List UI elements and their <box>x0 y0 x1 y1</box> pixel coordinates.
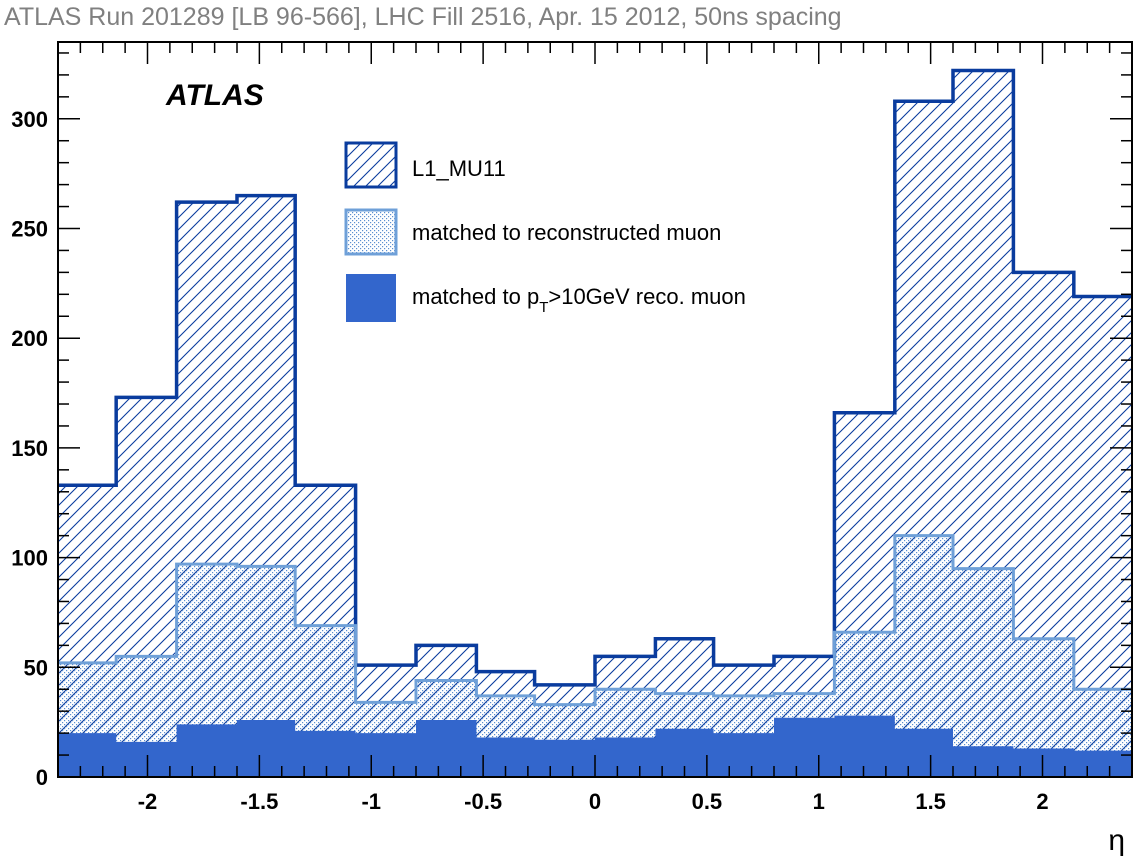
series-2-bin-14 <box>895 729 953 777</box>
series-0 <box>58 68 1132 777</box>
plot-frame <box>57 41 1133 778</box>
x-tick-label: -1.5 <box>240 789 278 814</box>
series-1-bin-15 <box>953 569 1013 777</box>
x-tick-label: -1 <box>361 789 381 814</box>
legend-label-pt-sub: T <box>539 299 548 316</box>
series-2-bin-9 <box>595 738 655 777</box>
series-2-bin-15 <box>953 746 1013 777</box>
legend-swatch-l1-mu11 <box>344 141 398 189</box>
series-2-bin-11 <box>714 733 774 777</box>
legend-label-pt-main: matched to p <box>412 284 539 309</box>
y-tick-label: 200 <box>11 326 48 351</box>
ticks-layer <box>57 42 1133 778</box>
legend-label-matched-pt: matched to pT>10GeV reco. muon <box>412 284 746 316</box>
series-1-outline <box>58 534 1132 707</box>
y-tick-label: 100 <box>11 546 48 571</box>
legend-label-l1-mu11: L1_MU11 <box>412 156 506 181</box>
legend-swatch-matched-reco <box>344 208 398 256</box>
x-tick-label: 0.5 <box>692 789 723 814</box>
chart-title: ATLAS Run 201289 [LB 96-566], LHC Fill 2… <box>4 3 842 31</box>
y-tick-label: 50 <box>24 655 48 680</box>
atlas-watermark: ATLAS <box>165 79 264 112</box>
x-tick-label: 0 <box>589 789 601 814</box>
y-tick-label: 250 <box>11 216 48 241</box>
series-2-bin-12 <box>774 718 834 777</box>
series-2-area <box>58 715 1132 777</box>
series-2-bin-6 <box>416 720 476 777</box>
series-2-bin-5 <box>356 733 416 777</box>
y-tick-labels: 0 50 100 150 200 250 300 <box>11 107 48 790</box>
y-tick-label: 150 <box>11 436 48 461</box>
x-tick-label: -0.5 <box>464 789 502 814</box>
x-axis-label: η <box>1108 824 1125 857</box>
x-tick-label: 2 <box>1036 789 1048 814</box>
series-2 <box>58 715 1132 777</box>
x-tick-label: -2 <box>138 789 158 814</box>
series-2-bin-3 <box>237 720 295 777</box>
y-tick-label: 300 <box>11 107 48 132</box>
series-2-bin-2 <box>177 724 237 777</box>
y-tick-label: 0 <box>36 765 48 790</box>
legend: L1_MU11 matched to reconstructed muon ma… <box>344 141 746 322</box>
x-tick-label: 1 <box>813 789 825 814</box>
x-tick-labels: -2 -1.5 -1 -0.5 0 0.5 1 1.5 2 <box>138 789 1049 814</box>
legend-swatch-matched-pt <box>346 274 396 322</box>
legend-label-pt-rest: >10GeV reco. muon <box>548 284 746 309</box>
series-0-outline <box>58 68 1132 687</box>
series-layer <box>58 68 1132 777</box>
legend-label-matched-reco: matched to reconstructed muon <box>412 220 721 245</box>
x-tick-label: 1.5 <box>915 789 946 814</box>
series-2-bin-8 <box>535 740 595 777</box>
series-0-area <box>58 70 1132 777</box>
